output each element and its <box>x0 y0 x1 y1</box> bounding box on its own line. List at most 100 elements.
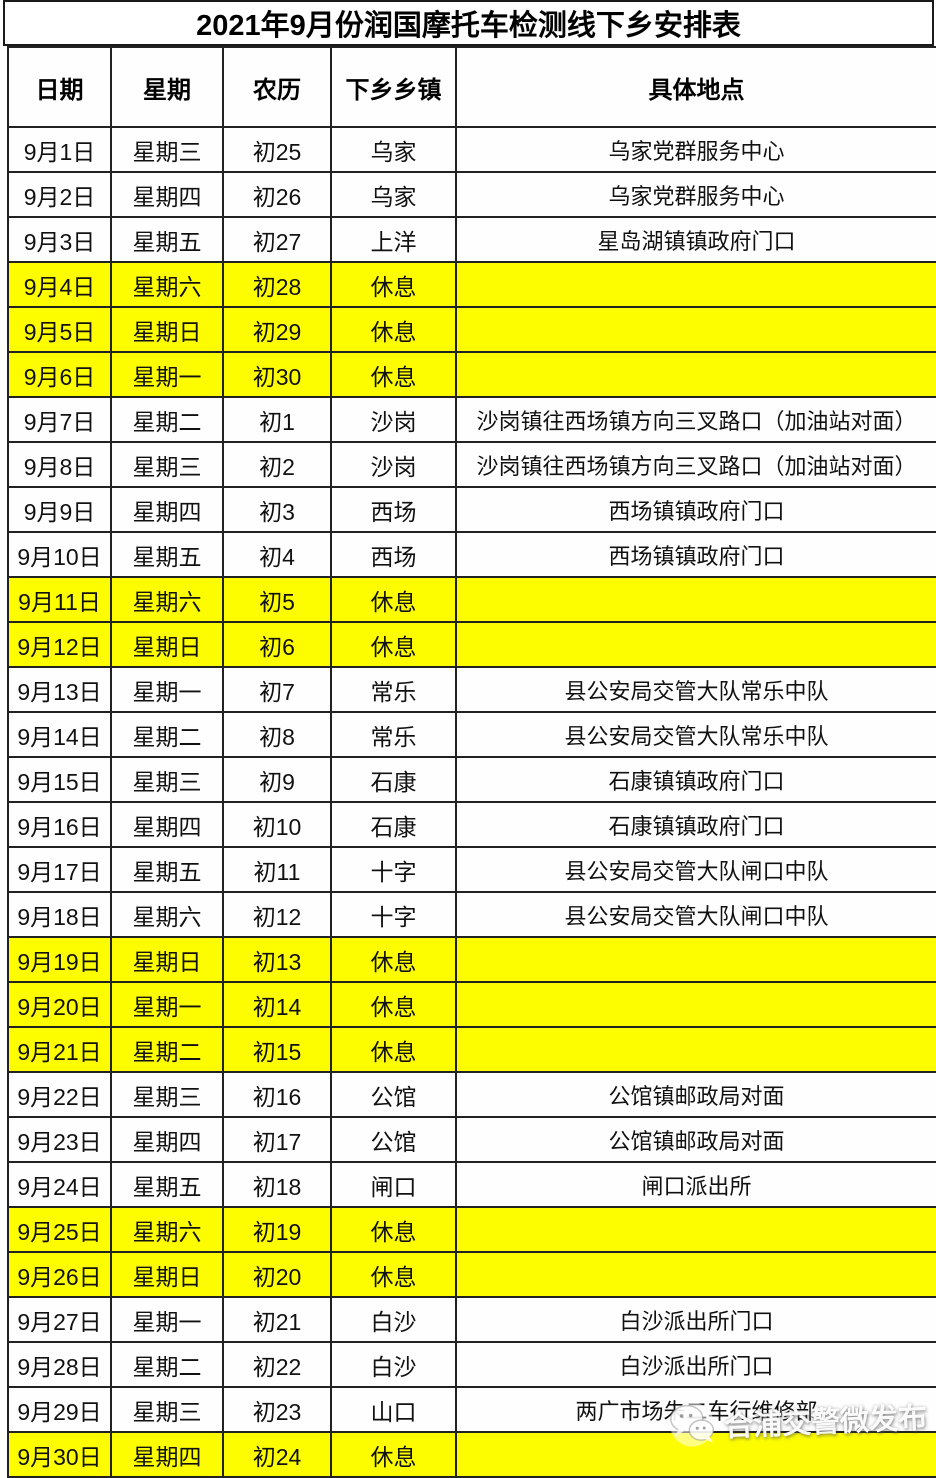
header-lunar: 农历 <box>222 46 332 128</box>
lunar-cell: 初29 <box>222 306 332 353</box>
table-row: 9月18日 星期六 初12 十字 县公安局交管大队闸口中队 <box>7 891 936 938</box>
lunar-cell: 初4 <box>222 531 332 578</box>
place-cell <box>455 1251 936 1298</box>
table-row: 9月23日 星期四 初17 公馆 公馆镇邮政局对面 <box>7 1116 936 1163</box>
date-cell: 9月14日 <box>7 711 112 758</box>
place-cell <box>455 1431 936 1478</box>
date-cell: 9月30日 <box>7 1431 112 1478</box>
date-cell: 9月28日 <box>7 1341 112 1388</box>
town-cell: 石康 <box>330 801 457 848</box>
table-row: 9月25日 星期六 初19 休息 <box>7 1206 936 1253</box>
lunar-cell: 初22 <box>222 1341 332 1388</box>
place-cell <box>455 1206 936 1253</box>
lunar-cell: 初16 <box>222 1071 332 1118</box>
lunar-cell: 初9 <box>222 756 332 803</box>
date-cell: 9月18日 <box>7 891 112 938</box>
week-cell: 星期六 <box>110 576 224 623</box>
week-cell: 星期四 <box>110 1116 224 1163</box>
place-cell: 乌家党群服务中心 <box>455 171 936 218</box>
town-cell: 常乐 <box>330 711 457 758</box>
town-cell: 上洋 <box>330 216 457 263</box>
table-row: 9月1日 星期三 初25 乌家 乌家党群服务中心 <box>7 126 936 173</box>
table-row: 9月8日 星期三 初2 沙岗 沙岗镇往西场镇方向三叉路口（加油站对面） <box>7 441 936 488</box>
table-row: 9月13日 星期一 初7 常乐 县公安局交管大队常乐中队 <box>7 666 936 713</box>
date-cell: 9月11日 <box>7 576 112 623</box>
table-row: 9月7日 星期二 初1 沙岗 沙岗镇往西场镇方向三叉路口（加油站对面） <box>7 396 936 443</box>
table-row: 9月26日 星期日 初20 休息 <box>7 1251 936 1298</box>
place-cell: 西场镇镇政府门口 <box>455 486 936 533</box>
lunar-cell: 初7 <box>222 666 332 713</box>
week-cell: 星期六 <box>110 261 224 308</box>
lunar-cell: 初2 <box>222 441 332 488</box>
lunar-cell: 初3 <box>222 486 332 533</box>
date-cell: 9月19日 <box>7 936 112 983</box>
table-row: 9月16日 星期四 初10 石康 石康镇镇政府门口 <box>7 801 936 848</box>
week-cell: 星期六 <box>110 891 224 938</box>
town-cell: 西场 <box>330 531 457 578</box>
week-cell: 星期日 <box>110 306 224 353</box>
table-row: 9月5日 星期日 初29 休息 <box>7 306 936 353</box>
town-cell: 石康 <box>330 756 457 803</box>
town-cell: 十字 <box>330 891 457 938</box>
place-cell <box>455 261 936 308</box>
town-cell: 休息 <box>330 1431 457 1478</box>
week-cell: 星期三 <box>110 441 224 488</box>
town-cell: 休息 <box>330 621 457 668</box>
table-row: 9月21日 星期二 初15 休息 <box>7 1026 936 1073</box>
table-row: 9月19日 星期日 初13 休息 <box>7 936 936 983</box>
table-row: 9月20日 星期一 初14 休息 <box>7 981 936 1028</box>
place-cell: 公馆镇邮政局对面 <box>455 1071 936 1118</box>
place-cell <box>455 936 936 983</box>
town-cell: 休息 <box>330 1206 457 1253</box>
table-row: 9月2日 星期四 初26 乌家 乌家党群服务中心 <box>7 171 936 218</box>
town-cell: 山口 <box>330 1386 457 1433</box>
place-cell: 沙岗镇往西场镇方向三叉路口（加油站对面） <box>455 396 936 443</box>
week-cell: 星期日 <box>110 936 224 983</box>
lunar-cell: 初13 <box>222 936 332 983</box>
town-cell: 沙岗 <box>330 396 457 443</box>
lunar-cell: 初28 <box>222 261 332 308</box>
place-cell: 县公安局交管大队闸口中队 <box>455 891 936 938</box>
week-cell: 星期五 <box>110 216 224 263</box>
week-cell: 星期六 <box>110 1206 224 1253</box>
lunar-cell: 初27 <box>222 216 332 263</box>
week-cell: 星期三 <box>110 1071 224 1118</box>
table-row: 9月24日 星期五 初18 闸口 闸口派出所 <box>7 1161 936 1208</box>
date-cell: 9月4日 <box>7 261 112 308</box>
place-cell: 闸口派出所 <box>455 1161 936 1208</box>
date-cell: 9月5日 <box>7 306 112 353</box>
week-cell: 星期一 <box>110 351 224 398</box>
place-cell <box>455 981 936 1028</box>
date-cell: 9月20日 <box>7 981 112 1028</box>
date-cell: 9月10日 <box>7 531 112 578</box>
town-cell: 常乐 <box>330 666 457 713</box>
lunar-cell: 初18 <box>222 1161 332 1208</box>
place-cell: 县公安局交管大队闸口中队 <box>455 846 936 893</box>
place-cell <box>455 576 936 623</box>
week-cell: 星期二 <box>110 1341 224 1388</box>
town-cell: 公馆 <box>330 1071 457 1118</box>
place-cell: 白沙派出所门口 <box>455 1341 936 1388</box>
lunar-cell: 初20 <box>222 1251 332 1298</box>
date-cell: 9月29日 <box>7 1386 112 1433</box>
town-cell: 乌家 <box>330 126 457 173</box>
place-cell: 两广市场朱二车行维修部 <box>455 1386 936 1433</box>
header-date: 日期 <box>7 46 112 128</box>
lunar-cell: 初8 <box>222 711 332 758</box>
week-cell: 星期三 <box>110 126 224 173</box>
lunar-cell: 初1 <box>222 396 332 443</box>
town-cell: 休息 <box>330 576 457 623</box>
town-cell: 乌家 <box>330 171 457 218</box>
town-cell: 白沙 <box>330 1296 457 1343</box>
place-cell <box>455 1026 936 1073</box>
date-cell: 9月22日 <box>7 1071 112 1118</box>
table-row: 9月11日 星期六 初5 休息 <box>7 576 936 623</box>
week-cell: 星期四 <box>110 801 224 848</box>
place-cell: 石康镇镇政府门口 <box>455 756 936 803</box>
lunar-cell: 初14 <box>222 981 332 1028</box>
page-title: 2021年9月份润国摩托车检测线下乡安排表 <box>3 0 934 46</box>
header-place: 具体地点 <box>455 46 936 128</box>
place-cell: 石康镇镇政府门口 <box>455 801 936 848</box>
town-cell: 休息 <box>330 936 457 983</box>
date-cell: 9月1日 <box>7 126 112 173</box>
